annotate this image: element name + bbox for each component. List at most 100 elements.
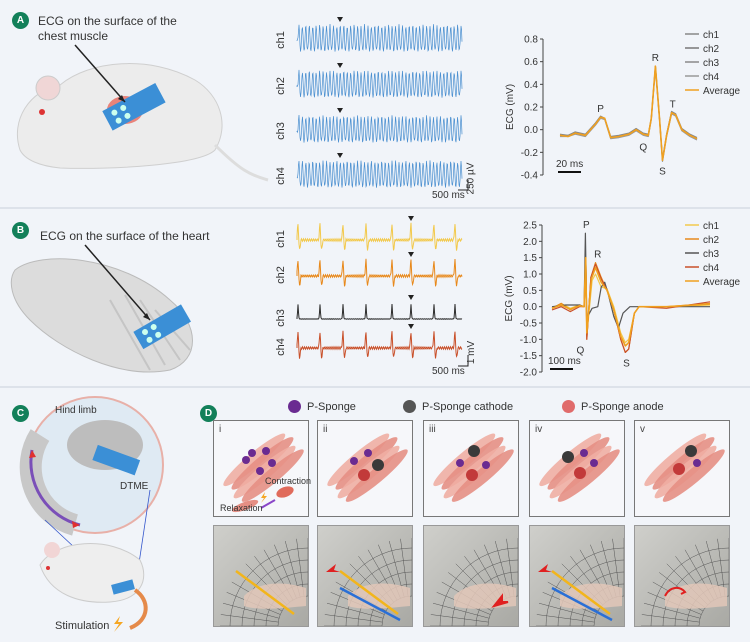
panel-d-badge: D — [200, 405, 217, 422]
subpanel-label: ii — [323, 424, 328, 435]
experiment-photo-iii — [423, 525, 519, 627]
panel-b-caption: ECG on the surface of the heart — [40, 229, 210, 243]
angle-line-yellow — [551, 569, 611, 616]
stimulation-label: Stimulation — [55, 620, 110, 632]
channel-label: ch3 — [274, 309, 287, 327]
wave-annotation-q: Q — [639, 142, 647, 153]
protractor-tick — [220, 614, 279, 623]
y-tick-label: 2.0 — [523, 237, 537, 248]
protractor-tick — [432, 602, 490, 619]
wave-annotation-q: Q — [576, 345, 584, 356]
contraction-relaxation-illustration — [231, 486, 294, 513]
angle-line-blue — [551, 586, 613, 622]
protractor-tick — [296, 538, 305, 597]
p-sponge-electrode — [262, 447, 270, 455]
wave-annotation-p: P — [597, 104, 604, 115]
cathode-electrode — [468, 445, 480, 457]
cathode-electrode — [372, 459, 384, 471]
y-tick-label: 1.0 — [523, 270, 537, 281]
y-axis-label: ECG (mV) — [505, 84, 516, 130]
y-tick-label: -2.0 — [520, 368, 538, 379]
subpanel-v: v — [634, 420, 730, 517]
channel-label: ch1 — [274, 31, 287, 49]
trace-a-ch3 — [296, 114, 463, 143]
protractor-tick — [400, 538, 409, 597]
panel-b-time-scale: 500 ms — [432, 366, 465, 377]
arrowhead-marker-icon — [337, 108, 343, 113]
legend-label: ch3 — [703, 249, 720, 260]
experiment-photo-v — [634, 525, 730, 627]
p-sponge-dot — [288, 400, 301, 413]
protractor-tick — [643, 602, 701, 619]
trace-b-ch1 — [296, 222, 463, 251]
protractor-tick — [326, 602, 384, 619]
legend-label: ch2 — [703, 235, 720, 246]
subpanel-label: v — [640, 424, 645, 435]
panel-a-time-scale: 500 ms — [432, 190, 465, 201]
protractor-tick — [612, 538, 621, 597]
y-tick-label: 0.0 — [523, 302, 537, 313]
cathode-electrode — [562, 451, 574, 463]
anode-dot — [562, 400, 575, 413]
legend-label: P-Sponge — [307, 400, 356, 413]
panel-a-caption-line2: chest muscle — [38, 29, 109, 43]
protractor-tick — [506, 538, 515, 597]
anode-electrode — [673, 463, 685, 475]
angle-line-blue — [339, 586, 401, 622]
legend-label: ch4 — [703, 263, 720, 274]
p-sponge-electrode — [482, 461, 490, 469]
contraction-label: Contraction — [265, 476, 312, 486]
channel-label: ch4 — [274, 338, 287, 356]
subpanel-i: i — [213, 420, 309, 517]
channel-label: ch4 — [274, 167, 287, 185]
relaxation-label: Relaxation — [220, 503, 263, 513]
protractor-tick — [430, 614, 489, 623]
y-tick-label: 1.5 — [523, 253, 537, 264]
y-tick-label: -0.2 — [521, 148, 539, 159]
wave-annotation-s: S — [623, 358, 630, 369]
series-line-average — [551, 256, 711, 347]
red-arrow-icon — [491, 593, 509, 608]
rat-skeleton-illustration — [10, 244, 193, 373]
p-sponge-electrode — [242, 456, 250, 464]
mouse-eye — [39, 109, 45, 115]
electrode-array — [102, 82, 166, 131]
protractor-tick — [538, 602, 596, 619]
subpanel-label: iv — [535, 424, 543, 435]
legend-p-sponge-cathode: P-Sponge cathode — [403, 400, 513, 413]
muscle-fiber-illustration — [223, 433, 304, 502]
y-tick-label: 0.8 — [524, 35, 538, 46]
y-tick-label: -0.5 — [520, 319, 538, 330]
legend-p-sponge-anode: P-Sponge anode — [562, 400, 664, 413]
p-sponge-electrode — [456, 459, 464, 467]
separator — [0, 386, 750, 388]
red-arrow-icon — [538, 564, 552, 572]
protractor-tick — [222, 602, 280, 619]
scale-bar — [458, 355, 469, 367]
channel-label: ch2 — [274, 266, 287, 284]
hand-limb — [454, 583, 516, 609]
hand-limb — [244, 583, 306, 609]
experiment-photo-iv — [529, 525, 625, 627]
angle-line-yellow — [339, 569, 399, 616]
wave-annotation-p: P — [583, 220, 590, 231]
experiment-photo-i — [213, 525, 309, 627]
arrowhead-marker-icon — [337, 63, 343, 68]
legend-p-sponge: P-Sponge — [288, 400, 356, 413]
hind-limb-label: Hind limb — [55, 405, 97, 416]
mouse-illustration — [16, 44, 269, 182]
series-line-ch4 — [551, 263, 711, 353]
y-axis-label: ECG (mV) — [504, 275, 515, 321]
anode-electrode — [574, 467, 586, 479]
p-sponge-electrode — [590, 459, 598, 467]
time-scale-label: 20 ms — [556, 159, 583, 170]
panel-c-badge: C — [12, 405, 29, 422]
trace-a-ch2 — [296, 69, 463, 98]
red-arrow-icon — [326, 564, 340, 572]
legend-label: Average — [703, 86, 741, 97]
legend-label: ch2 — [703, 44, 720, 55]
protractor-tick — [536, 614, 595, 623]
experiment-photo-ii — [317, 525, 413, 627]
p-sponge-electrode — [364, 449, 372, 457]
legend-label: Average — [703, 277, 741, 288]
